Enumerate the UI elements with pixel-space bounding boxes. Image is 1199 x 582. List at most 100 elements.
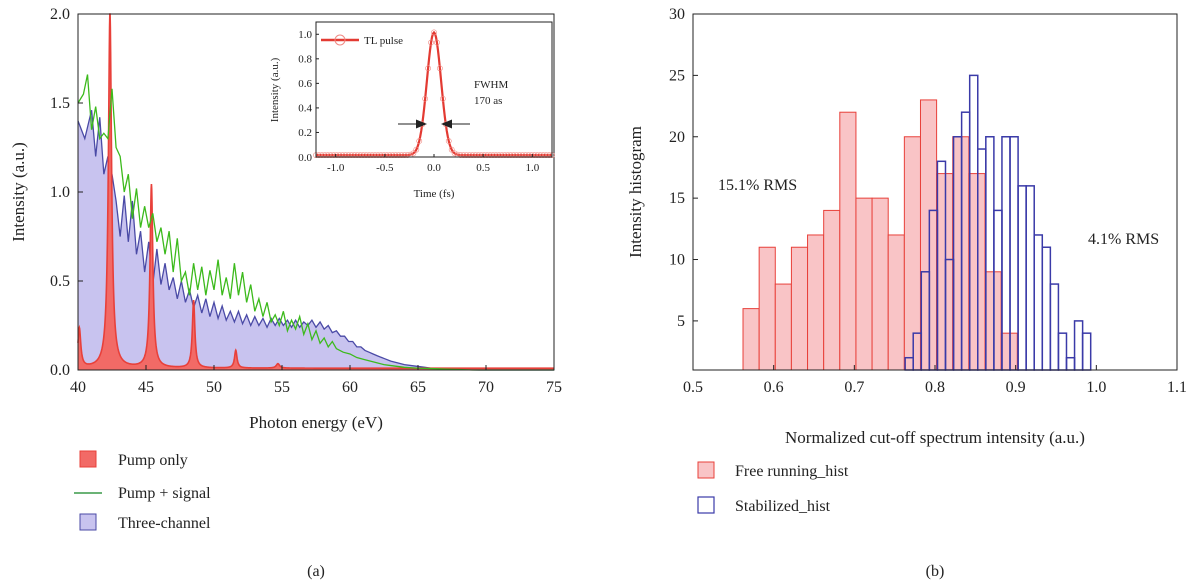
inset-x-tick-label: 1.0: [525, 162, 539, 174]
annotation-stabilized-rms: 4.1% RMS: [1088, 231, 1159, 248]
panel-a-plot-marks: [77, 13, 554, 371]
tl-pulse-marker: [531, 152, 538, 159]
tl-pulse-marker: [501, 152, 508, 159]
free-running-bar: [790, 246, 809, 371]
tl-pulse-marker: [375, 152, 381, 159]
legend-label-three-channel: Three-channel: [118, 515, 211, 532]
panel-a-x-tick-label: 65: [410, 379, 426, 396]
tl-pulse-marker: [339, 152, 346, 159]
free-running-bar: [758, 246, 776, 371]
free-running-bar: [968, 173, 986, 371]
three-channel-fill: [78, 110, 554, 371]
tl-pulse-marker: [321, 152, 328, 159]
tl-pulse-marker: [330, 152, 337, 159]
stabilized-bar: [1033, 234, 1044, 371]
panel-a-ticks: 40 45 50 55 60 65 70 75 0.0 0.5 1.0 1.5 2.0: [50, 6, 562, 396]
free-running-bar: [887, 234, 905, 371]
tl-pulse-marker: [333, 152, 340, 159]
inset-y-tick-label: 1.0: [298, 29, 312, 41]
tl-pulse-marker: [386, 152, 393, 159]
panel-b-y-axis-label: Intensity histogram: [626, 126, 645, 258]
tl-pulse-marker: [389, 152, 396, 159]
inset-ticks: -1.0 -0.5 0.0 0.5 1.0 0.0 0.2 0.4 0.6 0.8 1.0: [298, 29, 539, 174]
inset-fwhm-arrow-right: [441, 119, 470, 129]
tl-pulse-marker: [401, 152, 408, 159]
tl-pulse-marker: [519, 152, 526, 159]
tl-pulse-marker: [460, 152, 467, 159]
panel-b-y-tick-label: 30: [669, 6, 685, 23]
tl-pulse-marker: [398, 152, 405, 159]
tl-pulse-marker: [448, 146, 455, 153]
tl-pulse-marker: [510, 152, 517, 159]
inset-y-axis-label: Intensity (a.u.): [269, 57, 281, 122]
panel-a-y-tick-label: 1.5: [50, 95, 70, 112]
panel-a-y-tick-label: 2.0: [50, 6, 70, 23]
annotation-free-running-rms: 15.1% RMS: [718, 177, 797, 194]
panel-a-inset: -1.0 -0.5 0.0 0.5 1.0 0.0 0.2 0.4 0.6 0.8 1.0 Time…: [269, 21, 555, 200]
panel-b-x-tick-label: 1.1: [1167, 379, 1187, 396]
free-running-bar: [1000, 332, 1018, 371]
tl-pulse-marker: [522, 152, 529, 159]
panel-b-y-tick-label: 10: [669, 252, 685, 269]
tl-pulse-marker: [360, 152, 367, 159]
panel-a-y-tick-label: 0.5: [50, 273, 70, 290]
tl-pulse-marker: [327, 152, 334, 159]
panel-b-legend: Free running_hist Stabilized_hist: [697, 461, 849, 515]
panel-a-y-axis-label: Intensity (a.u.): [9, 142, 28, 242]
tl-pulse-marker: [428, 39, 434, 46]
tl-pulse-marker: [493, 152, 499, 159]
panel-b-label: (b): [926, 563, 945, 580]
tl-pulse-marker: [525, 152, 532, 159]
tl-pulse-marker: [457, 152, 464, 158]
free-running-bar: [871, 197, 889, 371]
tl-pulse-marker: [404, 152, 411, 158]
inset-y-tick-label: 0.4: [298, 103, 312, 115]
stabilized-bar: [1065, 356, 1076, 371]
panel-a-legend: Pump only Pump + signal Three-channel: [74, 450, 211, 532]
tl-pulse-marker: [372, 152, 378, 159]
tl-pulse-marker: [469, 152, 476, 159]
tl-pulse-marker: [431, 29, 437, 36]
tl-pulse-marker: [481, 152, 488, 159]
tl-pulse-marker: [366, 152, 372, 159]
panel-b-y-tick-label: 20: [669, 129, 685, 146]
inset-fwhm-arrow-left: [398, 119, 427, 129]
tl-pulse-marker: [410, 150, 417, 157]
panel-b-x-tick-label: 0.8: [925, 379, 945, 396]
tl-pulse-marker: [425, 65, 431, 72]
stabilized-bar: [1057, 332, 1068, 371]
tl-pulse-marker: [451, 150, 458, 157]
panel-b-x-tick-label: 1.0: [1086, 379, 1106, 396]
stabilized-bar: [1025, 185, 1035, 371]
panel-a-x-tick-label: 75: [546, 379, 562, 396]
tl-pulse-marker: [324, 152, 331, 159]
inset-x-tick-label: -0.5: [376, 162, 394, 174]
legend-label-free-running: Free running_hist: [735, 463, 849, 480]
legend-label-pump-only: Pump only: [118, 452, 188, 469]
tl-pulse-marker: [513, 152, 520, 159]
free-running-bar: [903, 136, 921, 371]
pump-signal-line: [77, 74, 554, 371]
tl-pulse-marker: [357, 152, 364, 159]
tl-pulse-marker: [445, 138, 452, 144]
inset-y-tick-label: 0.0: [298, 152, 312, 164]
panel-b-x-tick-label: 0.6: [764, 379, 784, 396]
free-running-bar: [823, 209, 841, 371]
tl-pulse-marker: [498, 152, 505, 159]
panel-a-x-tick-label: 45: [138, 379, 154, 396]
three-channel-line: [77, 109, 554, 371]
tl-pulse-marker: [348, 152, 355, 159]
panel-b-y-tick-label: 25: [669, 67, 685, 84]
stabilized-bar: [1049, 283, 1060, 371]
tl-pulse-marker: [537, 152, 544, 159]
tl-pulse-marker: [528, 152, 535, 159]
legend-label-pump-signal: Pump + signal: [118, 485, 211, 502]
legend-swatch-stabilized: [697, 496, 715, 514]
panel-b-x-tick-label: 0.7: [844, 379, 864, 396]
panel-a-x-tick-label: 60: [342, 379, 358, 396]
panel-b-y-tick-label: 5: [677, 313, 685, 330]
inset-annotation-fwhm-value: 170 as: [474, 95, 502, 107]
tl-pulse-marker: [377, 152, 384, 159]
stabilized-bar: [1017, 185, 1027, 371]
